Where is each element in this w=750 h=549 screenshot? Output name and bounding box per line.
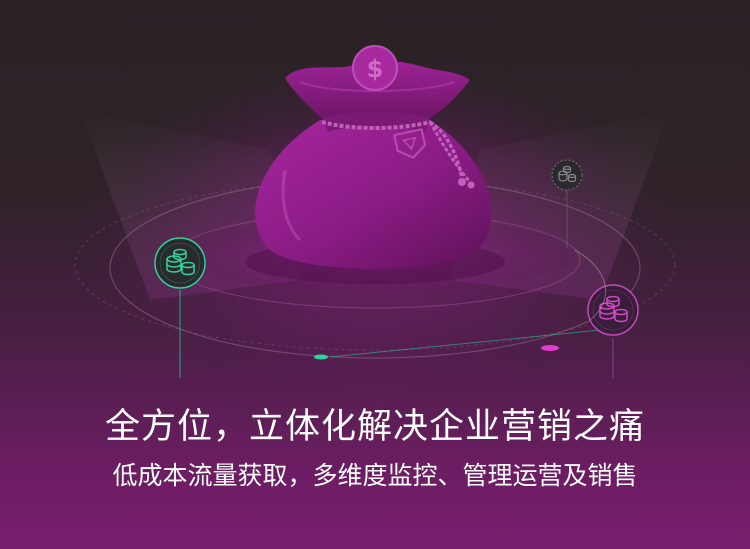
money-bag-icon: $ — [255, 45, 492, 269]
hero-headline: 全方位，立体化解决企业营销之痛 — [104, 407, 645, 447]
coin-stack-icon — [558, 165, 577, 183]
orbit-marker-green — [314, 329, 601, 360]
coin-node-left — [154, 237, 206, 378]
hero-subline: 低成本流量获取，多维度监控、管理运营及销售 — [112, 461, 638, 490]
coin-stack-icon — [166, 248, 195, 276]
orbit-marker-pink — [541, 345, 559, 351]
coin-node-top-right — [551, 159, 583, 248]
coin-node-right — [587, 284, 639, 378]
coin-stack-icon — [599, 295, 628, 323]
svg-text:$: $ — [367, 55, 384, 83]
